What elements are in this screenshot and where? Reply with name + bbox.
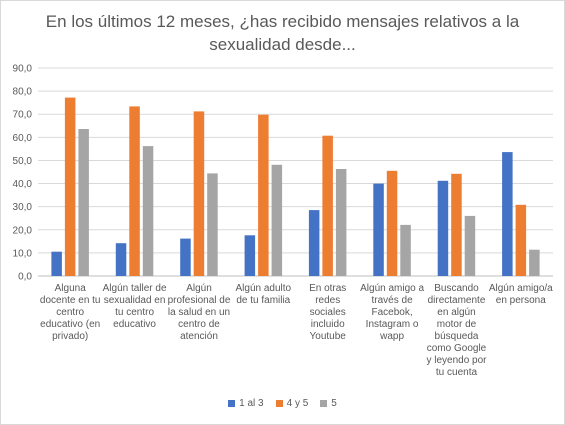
- legend-label: 5: [331, 398, 337, 409]
- bar: [207, 173, 218, 276]
- y-tick-label: 90,0: [13, 64, 33, 75]
- chart-title: En los últimos 12 meses, ¿has recibido m…: [45, 12, 520, 54]
- bar: [451, 173, 462, 276]
- x-category-label: Algún taller de sexualidad en tu centro edu…: [102, 283, 167, 330]
- y-tick-label: 50,0: [13, 156, 33, 167]
- x-category-label: Algún adulto de tu familia: [235, 283, 292, 306]
- x-category-label: Algún amigo a través de Facebok, Instagram …: [360, 283, 425, 342]
- bar: [529, 249, 540, 276]
- bar: [64, 97, 76, 276]
- bar: [464, 215, 476, 276]
- legend-label: 1 al 3: [239, 398, 264, 409]
- bar: [193, 111, 205, 277]
- y-tick-label: 80,0: [13, 87, 33, 98]
- y-tick-label: 30,0: [13, 202, 33, 213]
- bar: [142, 146, 154, 276]
- bar: [78, 129, 89, 276]
- y-tick-label: 10,0: [13, 248, 33, 259]
- bar: [373, 183, 384, 276]
- bar: [271, 164, 283, 276]
- bar: [502, 152, 513, 276]
- y-tick-label: 40,0: [13, 179, 33, 190]
- legend-item: 5: [320, 398, 337, 409]
- legend-swatch: [228, 399, 236, 407]
- legend-swatch: [275, 399, 283, 407]
- y-tick-label: 0,0: [18, 272, 32, 283]
- x-category-label: Alguna docente en tu centro educativo (en pr…: [39, 283, 101, 342]
- legend-item: 1 al 3: [228, 398, 264, 409]
- y-tick-label: 70,0: [13, 110, 33, 121]
- bar: [437, 180, 449, 276]
- bar: [322, 135, 333, 276]
- bar: [335, 169, 347, 276]
- bar: [400, 224, 411, 276]
- legend-label: 4 y 5: [286, 398, 309, 409]
- x-category-label: En otras redes sociales incluido Youtube: [309, 283, 347, 342]
- bar: [515, 204, 527, 276]
- bar: [129, 106, 140, 277]
- bar: [115, 243, 127, 276]
- legend-item: 4 y 5: [275, 398, 309, 409]
- bar: [308, 210, 320, 276]
- x-category-label: Algún profesional de la salud en un centro …: [167, 283, 231, 342]
- bar: [51, 251, 62, 276]
- bar: [180, 238, 191, 276]
- legend-swatch: [320, 399, 328, 407]
- y-tick-label: 20,0: [13, 225, 33, 236]
- bar: [258, 114, 269, 276]
- x-category-label: Buscando directamente en algún motor de búsq…: [426, 283, 487, 378]
- chart-legend: 1 al 3 4 y 5 5: [0, 398, 565, 409]
- x-category-label: Algún amigo/a en persona: [488, 283, 553, 306]
- bar: [386, 170, 398, 276]
- bar: [244, 235, 256, 276]
- y-tick-label: 60,0: [13, 133, 33, 144]
